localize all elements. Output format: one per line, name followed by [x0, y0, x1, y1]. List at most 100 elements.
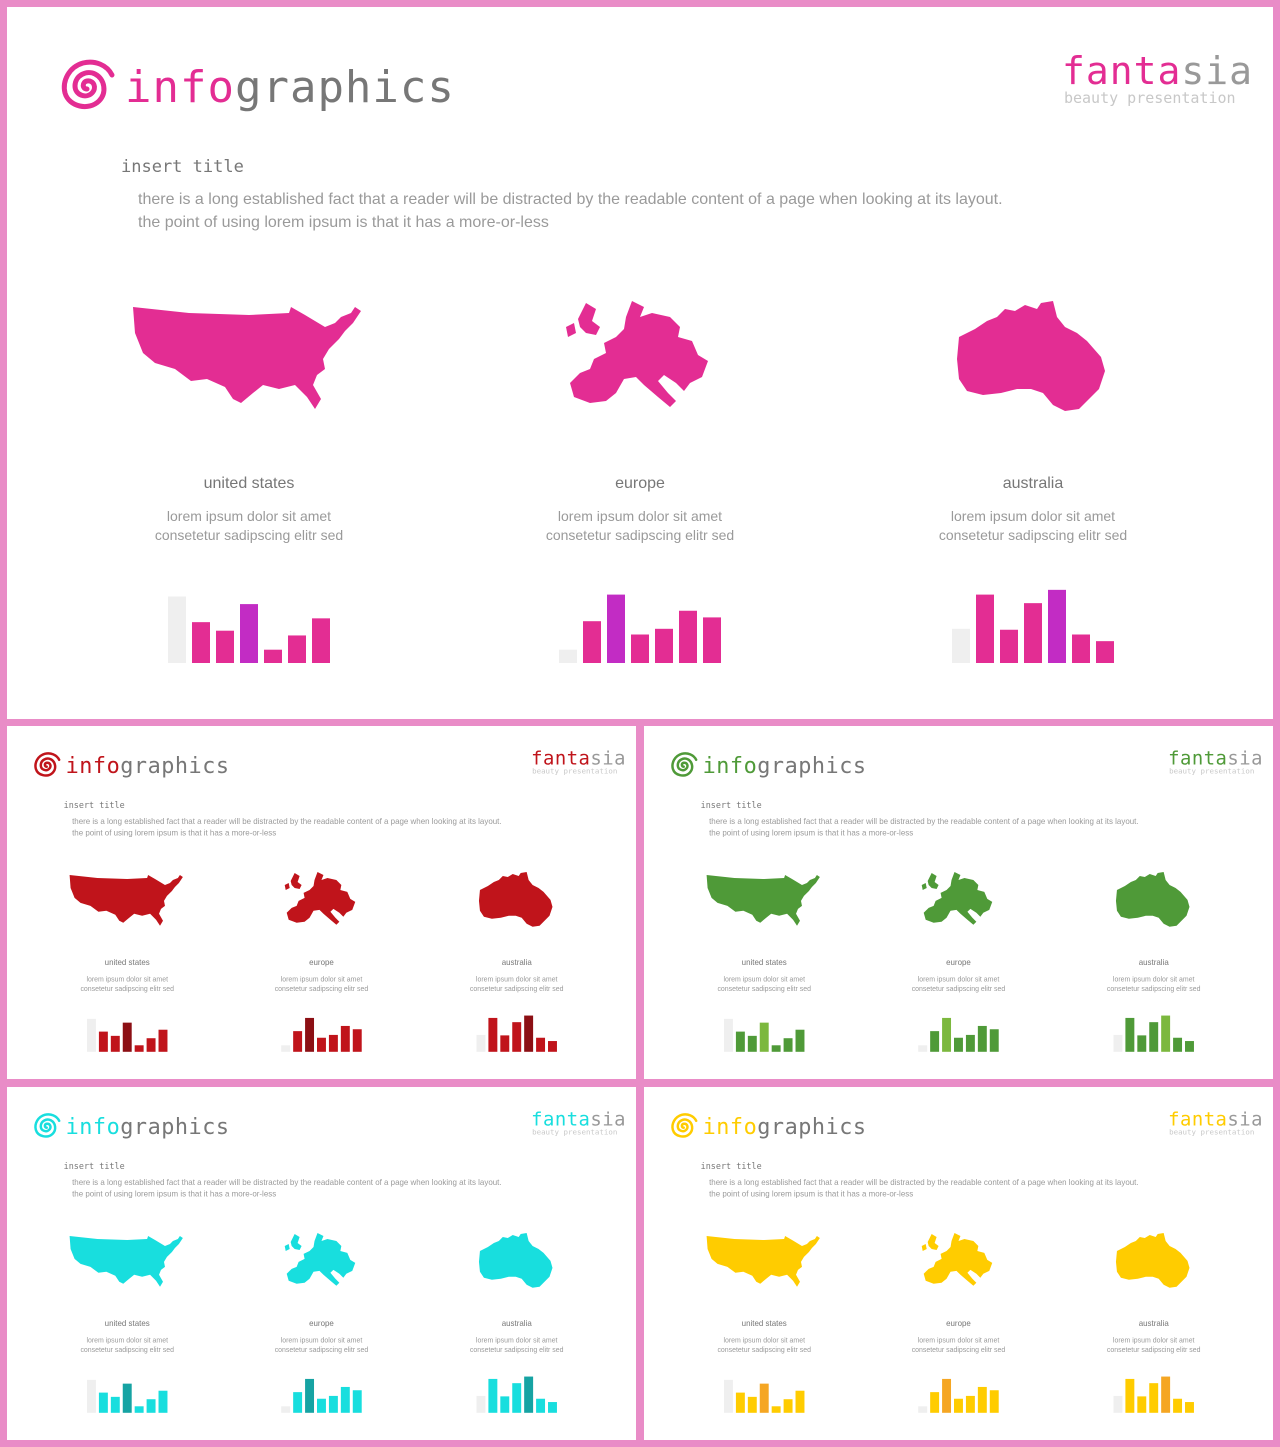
- bar: [281, 1406, 291, 1413]
- bar: [795, 1390, 805, 1413]
- bar: [771, 1406, 781, 1413]
- bar: [607, 594, 625, 663]
- region-desc-line: consetetur sadipscing elitr sed: [717, 984, 812, 993]
- region-desc-line: consetetur sadipscing elitr sed: [274, 984, 369, 993]
- logo-text: infographics: [125, 62, 455, 113]
- bar: [1185, 1402, 1194, 1413]
- bar-chart-australia: [476, 1376, 557, 1413]
- bar: [747, 1035, 757, 1052]
- insert-title: insert title: [700, 800, 762, 811]
- bar-chart-australia: [1113, 1015, 1194, 1052]
- logo-text-rest: graphics: [234, 61, 455, 113]
- brand: fantasia beauty presentation: [531, 1108, 626, 1137]
- body-text: there is a long established fact that a …: [72, 1177, 502, 1200]
- bar: [158, 1390, 168, 1413]
- region-desc-line: lorem ipsum dolor sit amet: [917, 974, 1000, 983]
- region-desc-line: lorem ipsum dolor sit amet: [723, 1335, 806, 1344]
- bar: [976, 594, 994, 663]
- region-desc-line: lorem ipsum dolor sit amet: [557, 508, 723, 524]
- slide-red[interactable]: infographics fantasia beauty presentatio…: [7, 726, 636, 1079]
- spiral-logo-icon: [34, 1113, 61, 1138]
- australia-map-icon: [843, 287, 1223, 427]
- insert-title: insert title: [700, 1161, 762, 1172]
- australia-map-icon: [1059, 1226, 1248, 1296]
- region-desc-line: consetetur sadipscing elitr sed: [911, 984, 1006, 993]
- logo-text: infographics: [703, 1114, 867, 1139]
- bar: [548, 1402, 557, 1413]
- usa-map-icon: [670, 865, 859, 935]
- bar: [500, 1396, 510, 1413]
- bar: [98, 1031, 108, 1052]
- region-name: australia: [501, 1319, 532, 1328]
- insert-title: insert title: [63, 800, 125, 811]
- europe-map-icon: [450, 287, 830, 427]
- bar: [305, 1017, 315, 1052]
- bar: [1137, 1396, 1147, 1413]
- brand-title-rest: sia: [1227, 1107, 1264, 1130]
- usa-map-icon: [670, 1226, 859, 1296]
- spiral-logo-icon: [61, 59, 115, 110]
- body-line: the point of using lorem ipsum is that i…: [138, 214, 549, 231]
- brand: fantasia beauty presentation: [531, 747, 626, 776]
- logo: infographics: [55, 47, 455, 127]
- bar: [288, 635, 306, 663]
- bar: [476, 1034, 486, 1052]
- slide-yellow[interactable]: infographics fantasia beauty presentatio…: [644, 1087, 1273, 1440]
- logo: infographics: [31, 1107, 230, 1147]
- bar: [1096, 641, 1114, 663]
- bar: [488, 1017, 498, 1052]
- region-desc-line: lorem ipsum dolor sit amet: [723, 974, 806, 983]
- bar: [352, 1029, 362, 1052]
- bar-chart-united-states: [723, 1018, 805, 1052]
- spiral-logo-icon: [671, 1113, 698, 1138]
- slide-green[interactable]: infographics fantasia beauty presentatio…: [644, 726, 1273, 1079]
- region-desc-line: consetetur sadipscing elitr sed: [1106, 1345, 1201, 1354]
- region-desc: lorem ipsum dolor sit amet consetetur sa…: [843, 507, 1223, 545]
- bar: [98, 1392, 108, 1413]
- bar: [536, 1398, 546, 1413]
- region-australia: australia lorem ipsum dolor sit amet con…: [422, 865, 611, 1052]
- bar: [965, 1395, 975, 1413]
- region-europe: europe lorem ipsum dolor sit amet conset…: [227, 865, 416, 1052]
- region-name: europe: [946, 958, 971, 967]
- bar: [122, 1022, 132, 1052]
- bar: [952, 628, 970, 663]
- slide-pink[interactable]: infographics fantasia beauty presentatio…: [7, 7, 1273, 719]
- bar: [918, 1406, 928, 1413]
- slide-cyan[interactable]: infographics fantasia beauty presentatio…: [7, 1087, 636, 1440]
- bar: [954, 1398, 963, 1413]
- bar: [723, 1018, 733, 1052]
- brand: fantasia beauty presentation: [1168, 1108, 1263, 1137]
- insert-title: insert title: [63, 1161, 125, 1172]
- region-desc: lorem ipsum dolor sit amet consetetur sa…: [670, 1335, 859, 1354]
- body-line: there is a long established fact that a …: [72, 1178, 502, 1187]
- bar: [1161, 1015, 1171, 1052]
- brand-subtitle: beauty presentation: [1169, 1127, 1255, 1137]
- body-text: there is a long established fact that a …: [72, 816, 502, 839]
- bar: [340, 1386, 350, 1413]
- bar: [1137, 1035, 1147, 1052]
- bar: [312, 618, 330, 663]
- bar: [747, 1396, 757, 1413]
- region-name: australia: [1138, 958, 1169, 967]
- region-name: europe: [615, 475, 665, 492]
- region-desc-line: consetetur sadipscing elitr sed: [911, 1345, 1006, 1354]
- bar: [942, 1017, 952, 1052]
- australia-map-icon: [1059, 865, 1248, 935]
- logo-text-rest: graphics: [757, 753, 867, 779]
- region-desc: lorem ipsum dolor sit amet consetetur sa…: [864, 974, 1053, 993]
- bar: [771, 1045, 781, 1052]
- region-name: australia: [1138, 1319, 1169, 1328]
- usa-map-icon: [33, 865, 222, 935]
- brand-subtitle: beauty presentation: [1169, 766, 1255, 776]
- region-name: united states: [203, 475, 295, 492]
- region-europe: europe lorem ipsum dolor sit amet conset…: [450, 287, 830, 663]
- bar: [146, 1038, 156, 1052]
- spiral-logo-icon: [34, 752, 61, 777]
- bar: [328, 1034, 338, 1052]
- brand-title-accent: fanta: [1168, 1107, 1228, 1130]
- bar: [293, 1031, 303, 1052]
- region-name: united states: [741, 1319, 787, 1328]
- region-desc: lorem ipsum dolor sit amet consetetur sa…: [422, 974, 611, 993]
- region-australia: australia lorem ipsum dolor sit amet con…: [422, 1226, 611, 1413]
